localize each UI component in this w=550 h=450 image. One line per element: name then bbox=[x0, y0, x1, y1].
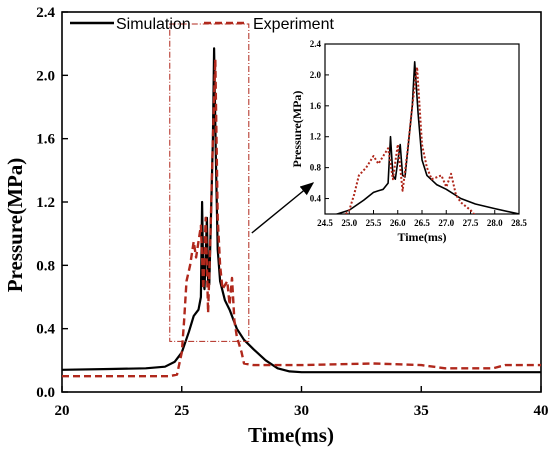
y-tick-label: 1.6 bbox=[36, 132, 55, 148]
inset-y-tick-label: 0.4 bbox=[310, 194, 322, 204]
legend-label-simulation: Simulation bbox=[116, 16, 191, 33]
inset-x-tick-label: 25.5 bbox=[366, 218, 382, 228]
x-tick-label: 35 bbox=[414, 403, 429, 419]
y-tick-label: 1.2 bbox=[36, 195, 55, 211]
inset-x-tick-label: 25.0 bbox=[341, 218, 357, 228]
inset-x-tick-label: 26.0 bbox=[390, 218, 406, 228]
inset-x-tick-label: 24.5 bbox=[317, 218, 333, 228]
inset-x-tick-label: 27.0 bbox=[438, 218, 454, 228]
inset-y-tick-label: 0.8 bbox=[310, 163, 322, 173]
inset-series-line-experiment bbox=[344, 66, 476, 214]
main-series-group bbox=[61, 47, 541, 378]
inset-x-tick-label: 28.5 bbox=[511, 218, 527, 228]
y-tick-label: 2.4 bbox=[36, 5, 55, 21]
zoom-arrow bbox=[251, 182, 315, 234]
y-tick-label: 0.4 bbox=[36, 322, 55, 338]
inset-x-tick-label: 27.5 bbox=[463, 218, 479, 228]
inset-y-tick-label: 1.2 bbox=[310, 132, 322, 142]
zoom-region-marker bbox=[169, 23, 315, 342]
x-tick-label: 25 bbox=[174, 403, 189, 419]
y-tick-label: 2.0 bbox=[36, 68, 55, 84]
x-axis-label: Time(ms) bbox=[248, 423, 334, 447]
x-tick-label: 20 bbox=[55, 403, 70, 419]
legend: Simulation Experiment bbox=[70, 16, 334, 33]
y-tick-label: 0.8 bbox=[36, 258, 55, 274]
y-axis-label: Pressure(MPa) bbox=[3, 158, 27, 293]
inset-chart: 24.5 25.0 25.5 26.0 26.5 27.0 27.5 28.0 28.5 0.4 0… bbox=[290, 39, 527, 244]
main-axes: 20 25 30 35 40 0.0 0.4 0.8 1.2 1.6 2.0 2.4 bbox=[36, 5, 548, 419]
y-tick-label: 0.0 bbox=[36, 385, 55, 401]
inset-x-tick-label: 26.5 bbox=[414, 218, 430, 228]
inset-y-tick-label: 2.4 bbox=[310, 39, 322, 49]
series-line-experiment bbox=[62, 58, 541, 378]
inset-x-axis-label: Time(ms) bbox=[397, 230, 446, 244]
zoom-box bbox=[169, 23, 250, 342]
inset-y-tick-label: 2.0 bbox=[310, 70, 322, 80]
inset-x-tick-label: 28.0 bbox=[487, 218, 503, 228]
legend-label-experiment: Experiment bbox=[253, 16, 334, 33]
inset-y-axis-label: Pressure(MPa) bbox=[290, 91, 304, 168]
x-tick-label: 30 bbox=[294, 403, 309, 419]
inset-y-tick-label: 1.6 bbox=[310, 101, 322, 111]
inset-series-group bbox=[334, 61, 519, 214]
x-tick-label: 40 bbox=[534, 403, 549, 419]
